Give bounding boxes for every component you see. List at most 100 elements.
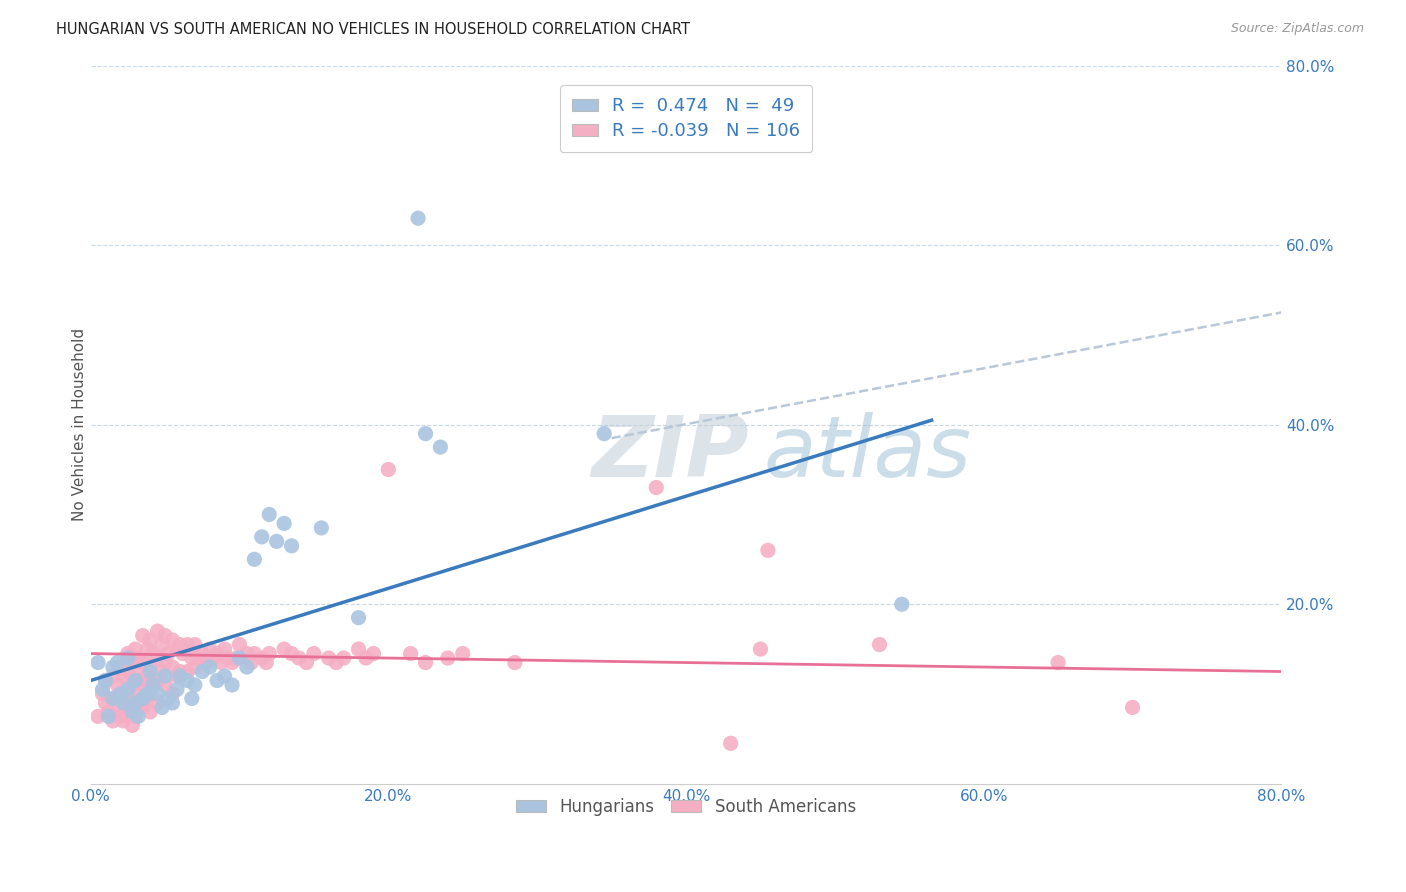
Point bbox=[117, 665, 139, 679]
Point bbox=[124, 687, 146, 701]
Point bbox=[1122, 700, 1144, 714]
Point bbox=[180, 651, 202, 665]
Point bbox=[295, 656, 318, 670]
Point bbox=[221, 656, 243, 670]
Point bbox=[214, 642, 236, 657]
Point bbox=[236, 647, 259, 661]
Point bbox=[201, 651, 224, 665]
Point bbox=[325, 656, 347, 670]
Point bbox=[146, 696, 169, 710]
Point bbox=[273, 516, 295, 531]
Point bbox=[124, 709, 146, 723]
Point bbox=[415, 426, 437, 441]
Point bbox=[221, 678, 243, 692]
Point bbox=[150, 665, 173, 679]
Point bbox=[399, 647, 422, 661]
Point bbox=[869, 638, 891, 652]
Point bbox=[87, 656, 110, 670]
Point bbox=[184, 638, 207, 652]
Point bbox=[211, 656, 233, 670]
Point bbox=[142, 678, 165, 692]
Point bbox=[429, 440, 451, 454]
Point bbox=[302, 647, 325, 661]
Point bbox=[132, 691, 155, 706]
Point bbox=[110, 709, 132, 723]
Point bbox=[169, 638, 191, 652]
Point bbox=[347, 642, 370, 657]
Point bbox=[153, 678, 176, 692]
Point bbox=[107, 678, 129, 692]
Point bbox=[273, 642, 295, 657]
Point bbox=[176, 665, 198, 679]
Point bbox=[347, 610, 370, 624]
Point bbox=[720, 736, 742, 750]
Point bbox=[132, 629, 155, 643]
Point bbox=[169, 669, 191, 683]
Point bbox=[146, 651, 169, 665]
Point bbox=[166, 642, 188, 657]
Point bbox=[318, 651, 340, 665]
Point bbox=[124, 642, 146, 657]
Point bbox=[217, 651, 239, 665]
Point bbox=[254, 656, 277, 670]
Point bbox=[156, 647, 179, 661]
Point bbox=[288, 651, 311, 665]
Text: ZIP: ZIP bbox=[591, 412, 748, 495]
Point bbox=[280, 647, 302, 661]
Point bbox=[124, 673, 146, 688]
Point bbox=[121, 678, 143, 692]
Point bbox=[136, 642, 159, 657]
Point bbox=[363, 647, 385, 661]
Point bbox=[121, 656, 143, 670]
Point bbox=[124, 665, 146, 679]
Point bbox=[94, 696, 117, 710]
Point bbox=[101, 669, 124, 683]
Point bbox=[184, 660, 207, 674]
Point bbox=[176, 673, 198, 688]
Text: atlas: atlas bbox=[763, 412, 972, 495]
Point bbox=[225, 651, 247, 665]
Point bbox=[146, 624, 169, 639]
Point bbox=[91, 687, 114, 701]
Point bbox=[97, 705, 120, 719]
Point bbox=[257, 647, 280, 661]
Point bbox=[236, 660, 259, 674]
Point bbox=[139, 705, 162, 719]
Point bbox=[97, 709, 120, 723]
Point bbox=[437, 651, 460, 665]
Point bbox=[162, 633, 184, 648]
Point bbox=[228, 651, 250, 665]
Point bbox=[228, 638, 250, 652]
Point bbox=[117, 705, 139, 719]
Point bbox=[166, 682, 188, 697]
Y-axis label: No Vehicles in Household: No Vehicles in Household bbox=[72, 328, 87, 521]
Point bbox=[240, 656, 263, 670]
Point bbox=[127, 651, 149, 665]
Point bbox=[243, 647, 266, 661]
Point bbox=[250, 651, 273, 665]
Point bbox=[250, 530, 273, 544]
Point bbox=[415, 656, 437, 670]
Point bbox=[184, 678, 207, 692]
Point bbox=[153, 669, 176, 683]
Point bbox=[110, 660, 132, 674]
Point bbox=[110, 687, 132, 701]
Point bbox=[124, 696, 146, 710]
Point bbox=[136, 691, 159, 706]
Point bbox=[645, 481, 668, 495]
Point bbox=[180, 691, 202, 706]
Point bbox=[139, 633, 162, 648]
Point bbox=[112, 669, 135, 683]
Point bbox=[1047, 656, 1070, 670]
Point bbox=[243, 552, 266, 566]
Point bbox=[176, 638, 198, 652]
Point bbox=[112, 696, 135, 710]
Text: HUNGARIAN VS SOUTH AMERICAN NO VEHICLES IN HOUSEHOLD CORRELATION CHART: HUNGARIAN VS SOUTH AMERICAN NO VEHICLES … bbox=[56, 22, 690, 37]
Point bbox=[187, 651, 209, 665]
Point bbox=[756, 543, 779, 558]
Point bbox=[127, 696, 149, 710]
Point bbox=[406, 211, 429, 226]
Point bbox=[136, 687, 159, 701]
Point bbox=[94, 673, 117, 688]
Point bbox=[121, 705, 143, 719]
